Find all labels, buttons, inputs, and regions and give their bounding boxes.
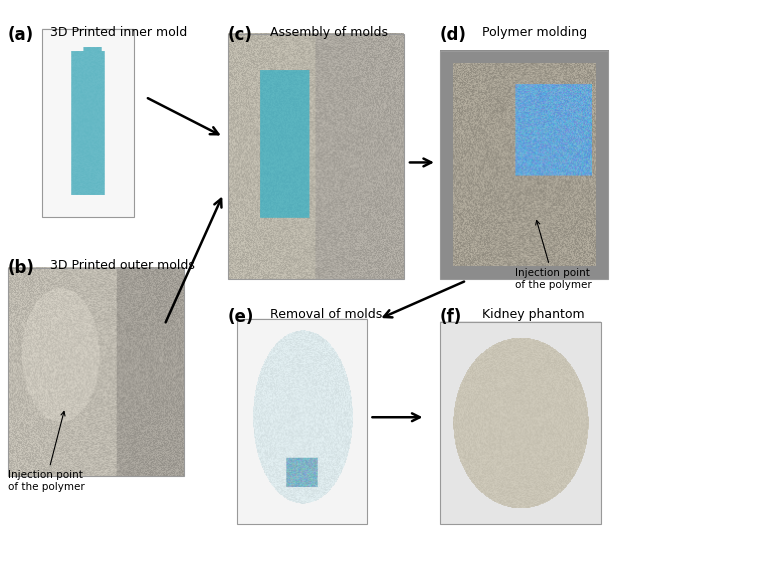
Text: (e): (e): [228, 308, 254, 326]
Bar: [440, 322, 601, 524]
Bar: [237, 319, 367, 524]
Text: (c): (c): [228, 26, 253, 44]
Text: (a): (a): [8, 26, 34, 44]
Text: Injection point
of the polymer: Injection point of the polymer: [8, 412, 84, 492]
Text: Polymer molding: Polymer molding: [482, 26, 587, 39]
Text: Injection point
of the polymer: Injection point of the polymer: [515, 221, 591, 290]
Text: 3D Printed outer molds: 3D Printed outer molds: [50, 259, 194, 272]
Bar: [440, 51, 608, 279]
Bar: [42, 28, 134, 217]
Text: Kidney phantom: Kidney phantom: [482, 308, 584, 321]
Bar: [228, 34, 404, 279]
Text: Removal of molds: Removal of molds: [270, 308, 382, 321]
Text: (d): (d): [440, 26, 467, 44]
Bar: [8, 268, 184, 476]
Text: (b): (b): [8, 259, 34, 278]
Text: (f): (f): [440, 308, 462, 326]
Text: 3D Printed inner mold: 3D Printed inner mold: [50, 26, 187, 39]
Text: Assembly of molds: Assembly of molds: [270, 26, 388, 39]
